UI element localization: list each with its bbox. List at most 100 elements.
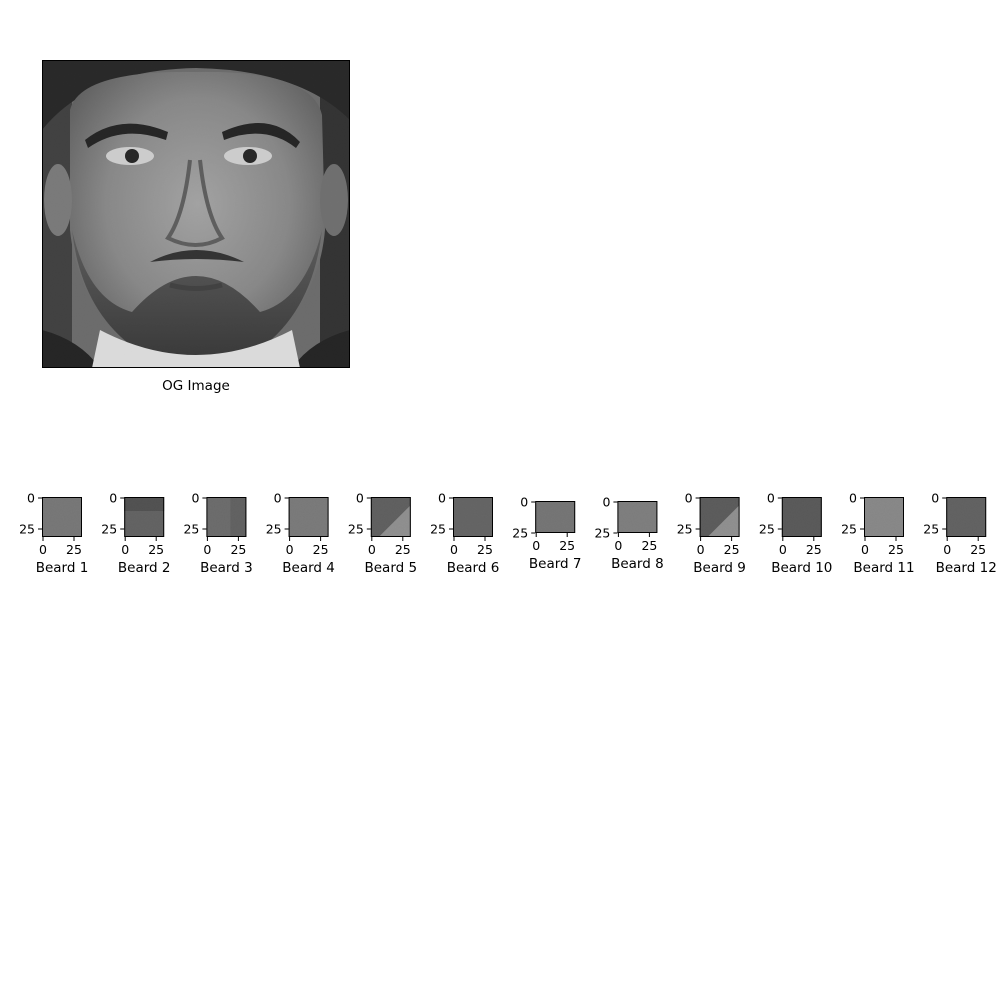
y-tick-label: 0 bbox=[520, 495, 528, 510]
y-tick-label: 25 bbox=[512, 526, 528, 541]
x-tick-label: 0 bbox=[943, 542, 951, 557]
tile-frame bbox=[781, 497, 822, 537]
beard-patch-image bbox=[124, 497, 165, 537]
beard-tile-3: 0 25 0 25 Beard 3 bbox=[183, 491, 252, 577]
tile-frame bbox=[535, 501, 576, 533]
x-tick-label: 0 bbox=[203, 542, 211, 557]
y-tick-label: 25 bbox=[19, 522, 35, 537]
tile-frame bbox=[617, 501, 658, 533]
beard-tile-caption: Beard 3 bbox=[200, 560, 253, 576]
x-tick-label: 0 bbox=[614, 538, 622, 553]
beard-tile-caption: Beard 4 bbox=[282, 560, 335, 576]
beard-tile-10: 0 25 0 25 Beard 10 bbox=[759, 491, 833, 577]
beard-tile-caption: Beard 7 bbox=[529, 556, 582, 572]
x-tick-label: 25 bbox=[230, 542, 246, 557]
tile-frame bbox=[453, 497, 493, 537]
beard-patch-image bbox=[288, 497, 329, 537]
x-tick-label: 0 bbox=[697, 542, 705, 557]
beard-tile-11: 0 25 0 25 Beard 11 bbox=[841, 491, 915, 577]
y-tick-label: 25 bbox=[841, 522, 857, 537]
beard-patch-image bbox=[617, 501, 658, 533]
x-tick-label: 0 bbox=[286, 542, 294, 557]
x-tick-label: 0 bbox=[39, 542, 47, 557]
beard-patch-image bbox=[864, 497, 904, 537]
beard-tile-caption: Beard 2 bbox=[118, 560, 171, 576]
y-tick-label: 25 bbox=[266, 522, 282, 537]
y-tick-label: 0 bbox=[685, 491, 693, 506]
tile-frame bbox=[864, 497, 904, 537]
x-tick-label: 0 bbox=[532, 538, 540, 553]
beard-patch-image bbox=[206, 497, 247, 537]
x-tick-label: 25 bbox=[888, 542, 904, 557]
beard-tile-caption: Beard 1 bbox=[36, 560, 89, 576]
y-tick-label: 25 bbox=[101, 522, 117, 537]
beard-tile-caption: Beard 6 bbox=[447, 560, 500, 576]
beard-patch-image bbox=[42, 497, 82, 537]
tile-frame bbox=[699, 497, 740, 537]
x-tick-label: 25 bbox=[724, 542, 740, 557]
x-tick-label: 25 bbox=[66, 542, 82, 557]
beard-tile-1: 0 25 0 25 Beard 1 bbox=[19, 491, 88, 577]
beard-patch-image bbox=[453, 497, 493, 537]
beard-patch-image bbox=[699, 497, 740, 537]
x-tick-label: 25 bbox=[148, 542, 164, 557]
y-tick-label: 25 bbox=[348, 522, 364, 537]
y-tick-label: 0 bbox=[27, 491, 35, 506]
y-tick-label: 0 bbox=[356, 491, 364, 506]
x-tick-label: 0 bbox=[779, 542, 787, 557]
x-tick-label: 0 bbox=[121, 542, 129, 557]
x-tick-label: 25 bbox=[313, 542, 329, 557]
beard-tile-caption: Beard 11 bbox=[853, 560, 914, 576]
tile-frame bbox=[288, 497, 329, 537]
x-tick-label: 0 bbox=[450, 542, 458, 557]
main-image-caption: OG Image bbox=[162, 378, 230, 394]
tile-frame bbox=[370, 497, 411, 537]
y-tick-label: 25 bbox=[677, 522, 693, 537]
y-tick-label: 0 bbox=[191, 491, 199, 506]
beard-tile-caption: Beard 10 bbox=[771, 560, 832, 576]
x-tick-label: 0 bbox=[368, 542, 376, 557]
beard-patch-image bbox=[370, 497, 411, 537]
tile-frame bbox=[42, 497, 82, 537]
y-tick-label: 25 bbox=[183, 522, 199, 537]
tile-frame bbox=[946, 497, 987, 537]
beard-tile-caption: Beard 8 bbox=[611, 556, 664, 572]
x-tick-label: 25 bbox=[641, 538, 657, 553]
y-tick-label: 25 bbox=[923, 522, 939, 537]
face-portrait-image bbox=[42, 60, 350, 368]
beard-tile-9: 0 25 0 25 Beard 9 bbox=[677, 491, 746, 577]
y-tick-label: 25 bbox=[759, 522, 775, 537]
y-tick-label: 0 bbox=[274, 491, 282, 506]
beard-tile-2: 0 25 0 25 Beard 2 bbox=[101, 491, 170, 577]
y-tick-label: 0 bbox=[931, 491, 939, 506]
y-tick-label: 0 bbox=[849, 491, 857, 506]
beard-tile-4: 0 25 0 25 Beard 4 bbox=[266, 491, 335, 577]
y-tick-label: 0 bbox=[767, 491, 775, 506]
x-tick-label: 25 bbox=[806, 542, 822, 557]
beard-tile-6: 0 25 0 25 Beard 6 bbox=[430, 491, 499, 577]
x-tick-label: 25 bbox=[559, 538, 575, 553]
x-tick-label: 25 bbox=[395, 542, 411, 557]
beard-tile-caption: Beard 9 bbox=[693, 560, 746, 576]
tile-frame bbox=[206, 497, 247, 537]
beard-tile-12: 0 25 0 25 Beard 12 bbox=[923, 491, 997, 577]
x-tick-label: 25 bbox=[970, 542, 986, 557]
beard-tile-caption: Beard 12 bbox=[936, 560, 997, 576]
beard-patch-image bbox=[781, 497, 822, 537]
tile-frame bbox=[124, 497, 165, 537]
y-tick-label: 0 bbox=[602, 495, 610, 510]
beard-patch-image bbox=[535, 501, 576, 533]
main-image-frame bbox=[42, 60, 350, 368]
x-tick-label: 0 bbox=[861, 542, 869, 557]
beard-patch-image bbox=[946, 497, 987, 537]
y-tick-label: 0 bbox=[109, 491, 117, 506]
x-tick-label: 25 bbox=[477, 542, 493, 557]
y-tick-label: 0 bbox=[438, 491, 446, 506]
beard-tile-caption: Beard 5 bbox=[364, 560, 417, 576]
y-tick-label: 25 bbox=[594, 526, 610, 541]
y-tick-label: 25 bbox=[430, 522, 446, 537]
